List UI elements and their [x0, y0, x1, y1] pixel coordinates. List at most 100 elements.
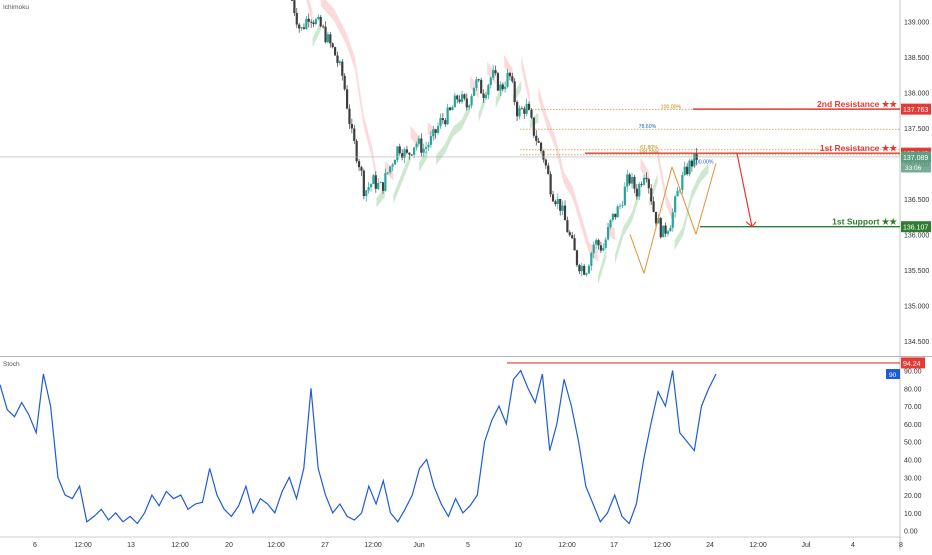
candle-body [621, 205, 624, 207]
ichimoku-cloud-segment [614, 226, 624, 265]
ichimoku-cloud-segment [563, 171, 573, 198]
ichimoku-cloud-segment [606, 221, 615, 241]
candle-body [630, 176, 634, 184]
candle-body [372, 175, 375, 184]
time-tick-label: 10 [514, 542, 522, 549]
time-tick-label: 12:00 [171, 542, 189, 549]
time-tick-label: 17 [610, 542, 618, 549]
candle-body [595, 240, 598, 245]
time-tick-label: 8 [899, 542, 903, 549]
candle-body [508, 72, 512, 77]
candle-body [535, 135, 538, 141]
projection-arrow [736, 153, 753, 227]
candle-body [671, 212, 674, 228]
time-tick-label: 12:00 [653, 542, 671, 549]
main-indicator-label: Ichimoku [3, 4, 29, 11]
candle-body [484, 94, 488, 98]
candle-body [638, 183, 641, 197]
fib-label: 100.00% [661, 104, 682, 110]
price-tick-label: 135.500 [904, 268, 929, 275]
candle-body [384, 173, 387, 191]
candle-body [618, 205, 622, 207]
candle-body [398, 146, 401, 154]
stoch-line [0, 369, 717, 525]
candle-body [554, 201, 557, 205]
level-label: 2nd Resistance ★★ [817, 99, 898, 109]
price-tick-label: 135.000 [904, 303, 929, 310]
candle-body [427, 144, 430, 148]
candle-body [453, 95, 456, 108]
candle-body [338, 61, 341, 64]
candle-body [365, 190, 368, 197]
ichimoku-cloud-segment [427, 122, 437, 142]
candle-body [549, 174, 552, 195]
candle-body [379, 182, 382, 184]
time-tick-label: 5 [466, 542, 470, 549]
time-tick-label: 24 [706, 542, 714, 549]
candle-body [683, 166, 686, 175]
ichimoku-cloud-segment [333, 8, 347, 46]
ichimoku-cloud-segment [453, 119, 462, 137]
candle-body [504, 86, 507, 89]
candle-body [573, 238, 576, 251]
ichimoku-cloud-segment [555, 136, 564, 184]
candle-body [475, 79, 478, 88]
time-tick-label: 13 [127, 542, 135, 549]
candle-body [295, 12, 298, 25]
candle-body [334, 47, 337, 56]
candle-body [654, 211, 658, 224]
candle-body [592, 244, 595, 254]
ichimoku-cloud-segment [363, 115, 373, 159]
stoch-tick-label: 30.00 [904, 475, 922, 482]
candle-body [448, 107, 452, 110]
projection-arrowhead [745, 221, 757, 228]
candle-body [355, 140, 358, 162]
time-tick-label: Jul [802, 542, 811, 549]
candle-body [432, 129, 435, 137]
time-tick-label: 12:00 [74, 542, 92, 549]
level-label: 1st Support ★★ [832, 217, 898, 227]
ichimoku-cloud-segment [312, 20, 322, 48]
level-price-badge [901, 103, 931, 115]
ichimoku-cloud-segment [640, 157, 650, 184]
ichimoku-cloud-segment [419, 148, 428, 172]
candle-body [693, 152, 696, 167]
candle-body [515, 102, 519, 117]
candle-body [391, 164, 394, 167]
candle-body [360, 167, 363, 171]
pattern-leg [671, 166, 697, 235]
candle-body [657, 217, 660, 224]
candle-body [642, 177, 646, 185]
candle-body [312, 22, 315, 25]
candle-body [367, 187, 370, 191]
candle-body [401, 153, 404, 158]
candle-body [317, 16, 320, 20]
candle-body [314, 19, 318, 25]
candle-body [513, 81, 516, 103]
candle-body [345, 89, 349, 109]
time-tick-label: 12:00 [364, 542, 382, 549]
ichimoku-cloud-segment [346, 33, 356, 71]
candle-body [585, 273, 588, 275]
candle-body [499, 84, 502, 91]
candle-body [417, 138, 421, 144]
candle-body [518, 108, 521, 117]
stoch-tick-label: 70.00 [904, 404, 922, 411]
candle-body [551, 194, 555, 202]
candle-body [405, 149, 409, 153]
candle-body [477, 79, 480, 81]
fib-label: 100.00% [693, 160, 714, 166]
candle-body [525, 103, 528, 114]
candle-body [666, 231, 670, 234]
ichimoku-cloud-segment [691, 173, 701, 201]
stoch-tick-label: 80.00 [904, 386, 922, 393]
candle-body [369, 183, 373, 188]
time-tick-label: 6 [33, 542, 37, 549]
candle-body [686, 166, 689, 175]
candle-body [489, 77, 492, 86]
ichimoku-cloud-segment [410, 125, 420, 149]
price-tick-label: 138.500 [904, 55, 929, 62]
candle-body [496, 73, 500, 91]
